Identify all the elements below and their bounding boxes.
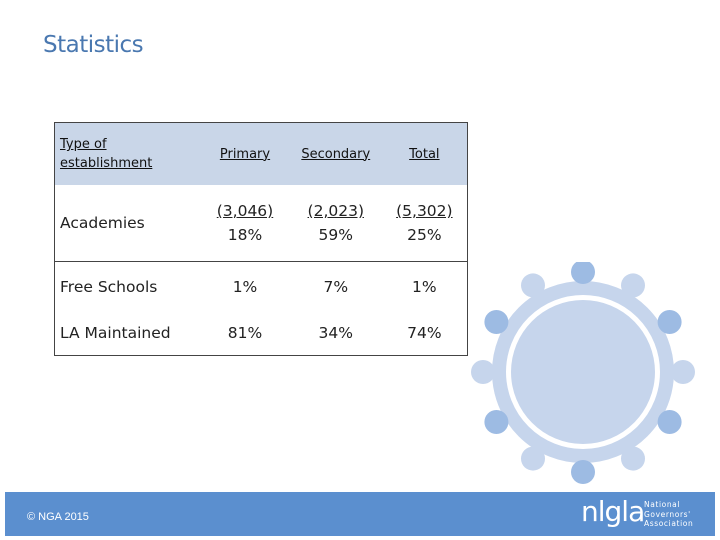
header-total: Total [381,122,468,185]
statistics-table: Type of establishment Primary Secondary … [54,122,468,356]
cell-total: (5,302) 25% [382,185,468,262]
cell-percent: 18% [227,226,263,244]
logo-line: Association [644,519,694,528]
table-row: LA Maintained 81% 34% 74% [55,311,468,356]
row-label: Free Schools [54,261,201,311]
cell-primary: (3,046) 18% [200,185,290,262]
cell-count: (3,046) [216,202,274,220]
footer-bar: © NGA 2015 nlgla National Governors' Ass… [5,492,715,536]
cell-total: 74% [407,324,442,342]
header-type: Type of establishment [54,122,201,185]
row-label: LA Maintained [60,324,171,342]
cell-primary: 1% [200,261,290,311]
page-title: Statistics [43,32,144,58]
cell-count: (5,302) [396,202,453,220]
cell-secondary: (2,023) 59% [290,185,382,262]
header-secondary: Secondary [289,122,382,185]
row-label: Academies [60,214,145,232]
nga-logo: nlgla National Governors' Association [581,495,701,530]
logo-line: National [644,500,681,509]
copyright-text: © NGA 2015 [27,511,89,523]
cell-secondary: 7% [289,261,382,311]
logo-words: National Governors' Association [644,500,693,529]
cell-primary: 81% [227,324,263,342]
cell-secondary: 34% [318,324,353,342]
logo-mark: nlgla [581,495,645,528]
people-circle-icon [471,262,695,484]
logo-line: Governors' [644,509,691,519]
cell-percent: 25% [407,226,442,244]
cell-percent: 59% [318,226,353,244]
cell-total: 1% [381,261,468,311]
table-header-row: Type of establishment Primary Secondary … [54,122,468,185]
table-row: Free Schools 1% 7% 1% [54,261,468,311]
header-primary: Primary [200,122,290,185]
cell-count: (2,023) [307,202,364,220]
table-row: Academies (3,046) 18% (2,023) 59% (5,302) 2… [55,185,468,262]
